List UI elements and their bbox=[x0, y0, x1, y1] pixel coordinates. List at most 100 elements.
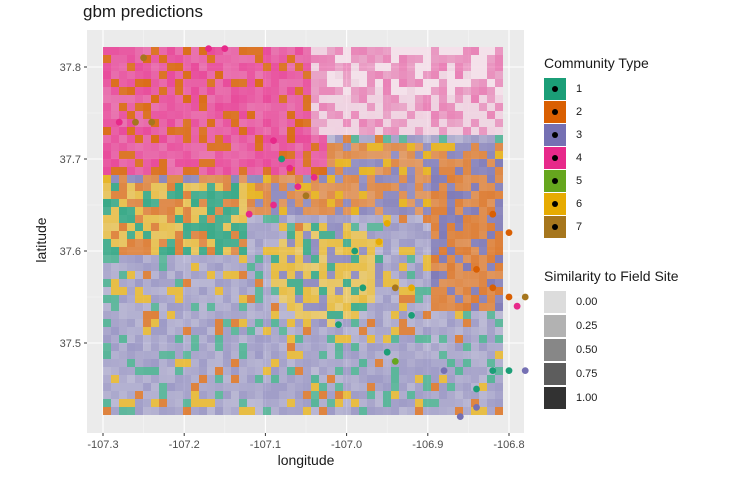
raster-cell bbox=[287, 303, 295, 311]
raster-cell bbox=[151, 207, 159, 215]
raster-cell bbox=[215, 159, 223, 167]
raster-cell bbox=[207, 367, 215, 375]
raster-cell bbox=[255, 191, 263, 199]
raster-cell bbox=[399, 151, 407, 159]
raster-cell bbox=[359, 47, 367, 55]
raster-cell bbox=[439, 383, 447, 391]
raster-cell bbox=[119, 351, 127, 359]
raster-cell bbox=[495, 391, 503, 399]
raster-cell bbox=[183, 127, 191, 135]
raster-cell bbox=[487, 71, 495, 79]
raster-cell bbox=[167, 135, 175, 143]
raster-cell bbox=[311, 103, 319, 111]
raster-cell bbox=[135, 127, 143, 135]
raster-cell bbox=[439, 215, 447, 223]
community-legend-item: 6 bbox=[544, 192, 649, 215]
raster-cell bbox=[215, 287, 223, 295]
raster-cell bbox=[183, 247, 191, 255]
raster-cell bbox=[135, 407, 143, 415]
raster-cell bbox=[167, 407, 175, 415]
raster-cell bbox=[143, 343, 151, 351]
raster-cell bbox=[495, 55, 503, 63]
raster-cell bbox=[191, 375, 199, 383]
raster-cell bbox=[247, 279, 255, 287]
raster-cell bbox=[119, 199, 127, 207]
raster-cell bbox=[431, 143, 439, 151]
raster-cell bbox=[279, 247, 287, 255]
raster-cell bbox=[111, 407, 119, 415]
raster-cell bbox=[303, 335, 311, 343]
raster-cell bbox=[231, 231, 239, 239]
raster-cell bbox=[287, 127, 295, 135]
raster-cell bbox=[191, 183, 199, 191]
raster-cell bbox=[359, 399, 367, 407]
raster-cell bbox=[127, 103, 135, 111]
raster-cell bbox=[119, 327, 127, 335]
raster-cell bbox=[383, 239, 391, 247]
raster-cell bbox=[151, 87, 159, 95]
raster-cell bbox=[159, 127, 167, 135]
raster-cell bbox=[103, 407, 111, 415]
raster-cell bbox=[311, 55, 319, 63]
raster-cell bbox=[127, 127, 135, 135]
raster-cell bbox=[311, 151, 319, 159]
raster-cell bbox=[183, 151, 191, 159]
raster-cell bbox=[351, 119, 359, 127]
raster-cell bbox=[231, 319, 239, 327]
raster-cell bbox=[359, 95, 367, 103]
raster-cell bbox=[351, 103, 359, 111]
raster-cell bbox=[167, 127, 175, 135]
raster-cell bbox=[431, 71, 439, 79]
raster-cell bbox=[279, 351, 287, 359]
raster-cell bbox=[247, 255, 255, 263]
raster-cell bbox=[247, 263, 255, 271]
raster-cell bbox=[167, 391, 175, 399]
field-site-point bbox=[278, 155, 286, 163]
raster-cell bbox=[367, 343, 375, 351]
raster-cell bbox=[407, 191, 415, 199]
raster-cell bbox=[311, 351, 319, 359]
raster-cell bbox=[279, 383, 287, 391]
raster-cell bbox=[143, 167, 151, 175]
raster-cell bbox=[383, 263, 391, 271]
raster-cell bbox=[143, 79, 151, 87]
raster-cell bbox=[207, 263, 215, 271]
raster-cell bbox=[271, 63, 279, 71]
raster-cell bbox=[439, 375, 447, 383]
raster-cell bbox=[415, 343, 423, 351]
raster-cell bbox=[143, 239, 151, 247]
raster-cell bbox=[103, 263, 111, 271]
raster-cell bbox=[455, 47, 463, 55]
raster-cell bbox=[263, 303, 271, 311]
raster-cell bbox=[495, 295, 503, 303]
raster-cell bbox=[367, 71, 375, 79]
raster-cell bbox=[199, 335, 207, 343]
raster-cell bbox=[415, 263, 423, 271]
raster-cell bbox=[255, 311, 263, 319]
raster-cell bbox=[327, 375, 335, 383]
raster-cell bbox=[239, 399, 247, 407]
raster-cell bbox=[119, 407, 127, 415]
raster-cell bbox=[343, 319, 351, 327]
raster-cell bbox=[399, 375, 407, 383]
raster-cell bbox=[263, 383, 271, 391]
raster-cell bbox=[383, 119, 391, 127]
raster-cell bbox=[287, 159, 295, 167]
raster-cell bbox=[327, 55, 335, 63]
raster-cell bbox=[407, 223, 415, 231]
raster-cell bbox=[295, 399, 303, 407]
raster-cell bbox=[335, 111, 343, 119]
raster-cell bbox=[231, 255, 239, 263]
raster-cell bbox=[303, 135, 311, 143]
raster-cell bbox=[391, 111, 399, 119]
field-site-point bbox=[489, 210, 497, 218]
raster-cell bbox=[351, 399, 359, 407]
raster-cell bbox=[439, 295, 447, 303]
raster-cell bbox=[271, 343, 279, 351]
raster-cell bbox=[279, 223, 287, 231]
raster-cell bbox=[119, 175, 127, 183]
raster-cell bbox=[119, 87, 127, 95]
raster-cell bbox=[447, 271, 455, 279]
raster-cell bbox=[463, 279, 471, 287]
raster-cell bbox=[327, 351, 335, 359]
